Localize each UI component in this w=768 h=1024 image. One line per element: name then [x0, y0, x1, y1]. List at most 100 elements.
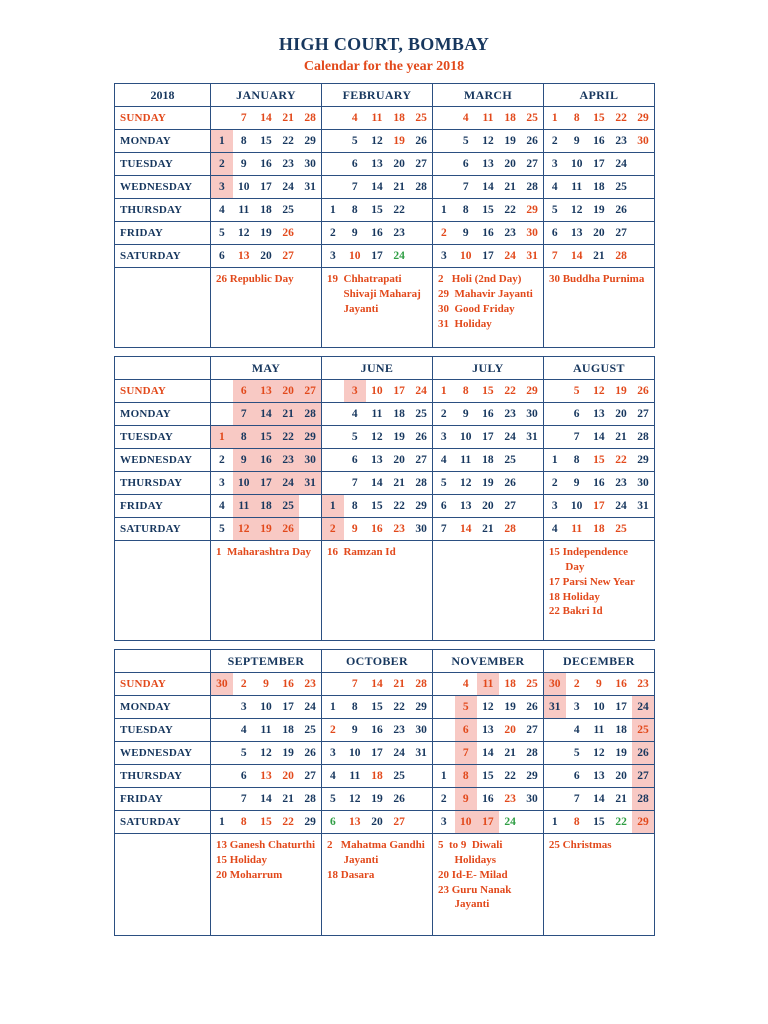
empty-date-cell — [410, 764, 433, 788]
date-july-19: 19 — [476, 471, 499, 495]
empty-date-cell — [410, 810, 433, 834]
empty-date-cell — [431, 695, 455, 719]
date-april-6: 6 — [542, 221, 566, 245]
date-december-18: 18 — [609, 718, 633, 742]
date-november-1: 1 — [431, 764, 455, 788]
date-february-22: 22 — [388, 198, 411, 222]
date-december-12: 12 — [587, 741, 610, 765]
weekday-label-saturday: SATURDAY — [114, 517, 211, 541]
date-september-1: 1 — [209, 810, 233, 834]
date-january-3: 3 — [209, 175, 233, 199]
date-june-14: 14 — [365, 471, 389, 495]
date-july-30: 30 — [521, 402, 544, 426]
weekday-label-saturday: SATURDAY — [114, 810, 211, 834]
date-may-22: 22 — [277, 425, 300, 449]
weekday-label-wednesday: WEDNESDAY — [114, 175, 211, 199]
date-september-6: 6 — [232, 764, 255, 788]
weekday-row-tuesday: TUESDAY 4 11 18 25 2 9 16 23 30 6 13 20 27 4 11 18 25 — [114, 718, 655, 742]
date-june-13: 13 — [365, 448, 389, 472]
calendar-table: 2018 JANUARY FEBRUARY MARCH APRIL SUNDAY 7 14 21… — [114, 83, 655, 936]
holiday-notes-november: 5 to 9 Diwali Holidays 20 Id-E- Milad 23… — [431, 833, 544, 936]
date-september-22: 22 — [277, 810, 300, 834]
date-february-5: 5 — [343, 129, 366, 153]
date-october-7: 7 — [343, 672, 366, 696]
date-november-29: 29 — [521, 764, 544, 788]
date-december-31: 31 — [542, 695, 566, 719]
holiday-notes-february: 19 Chhatrapati Shivaji Maharaj Jayanti — [321, 267, 433, 348]
date-june-12: 12 — [365, 425, 389, 449]
date-march-17: 17 — [476, 244, 500, 268]
holiday-notes-row: 1 Maharashtra Day 16 Ramzan Id 15 Independ… — [114, 540, 655, 641]
date-june-26: 26 — [410, 425, 433, 449]
date-november-18: 18 — [499, 672, 522, 696]
corner-cell — [114, 356, 211, 380]
date-january-5: 5 — [209, 221, 233, 245]
date-february-15: 15 — [365, 198, 389, 222]
date-november-16: 16 — [476, 787, 500, 811]
weekday-row-wednesday: WEDNESDAY 2 9 16 23 30 6 13 20 27 4 11 18 25 1 8 15 22 29 — [114, 448, 655, 472]
date-november-21: 21 — [499, 741, 522, 765]
date-march-14: 14 — [476, 175, 500, 199]
date-january-24: 24 — [277, 175, 300, 199]
month-header-row: MAY JUNE JULY AUGUST — [114, 356, 655, 380]
date-april-5: 5 — [542, 198, 566, 222]
weekday-row-saturday: SATURDAY 6 13 20 27 3 10 17 24 3 10 17 24 31 7 14 21 28 — [114, 244, 655, 268]
date-october-23: 23 — [388, 718, 411, 742]
year-label: 2018 — [114, 83, 211, 107]
date-december-20: 20 — [609, 764, 633, 788]
weekday-label-monday: MONDAY — [114, 402, 211, 426]
date-june-16: 16 — [365, 517, 389, 541]
date-february-26: 26 — [410, 129, 433, 153]
date-march-20: 20 — [499, 152, 522, 176]
date-april-25: 25 — [610, 175, 633, 199]
date-july-24: 24 — [498, 425, 522, 449]
date-december-15: 15 — [587, 810, 610, 834]
empty-date-cell — [209, 695, 233, 719]
date-august-21: 21 — [609, 425, 633, 449]
date-may-13: 13 — [254, 379, 278, 403]
date-august-16: 16 — [587, 471, 610, 495]
weekday-label-wednesday: WEDNESDAY — [114, 448, 211, 472]
date-october-3: 3 — [320, 741, 344, 765]
date-july-8: 8 — [454, 379, 477, 403]
weekday-label-monday: MONDAY — [114, 695, 211, 719]
holiday-notes-march: 2 Holi (2nd Day) 29 Mahavir Jayanti 30 G… — [431, 267, 544, 348]
date-september-16: 16 — [277, 672, 300, 696]
date-march-4: 4 — [454, 106, 477, 130]
date-february-8: 8 — [343, 198, 366, 222]
date-november-12: 12 — [476, 695, 500, 719]
empty-date-cell — [521, 517, 544, 541]
date-march-16: 16 — [476, 221, 500, 245]
date-april-27: 27 — [610, 221, 633, 245]
date-june-11: 11 — [365, 402, 389, 426]
date-september-12: 12 — [254, 741, 278, 765]
weekday-label-sunday: SUNDAY — [114, 379, 211, 403]
date-march-7: 7 — [454, 175, 477, 199]
date-october-16: 16 — [365, 718, 389, 742]
date-july-23: 23 — [498, 402, 522, 426]
date-march-27: 27 — [521, 152, 544, 176]
date-may-30: 30 — [299, 448, 322, 472]
date-january-28: 28 — [299, 106, 322, 130]
date-september-10: 10 — [254, 695, 278, 719]
empty-date-cell — [320, 425, 344, 449]
date-january-30: 30 — [299, 152, 322, 176]
date-june-1: 1 — [320, 494, 344, 518]
date-march-23: 23 — [499, 221, 522, 245]
date-april-30: 30 — [632, 129, 655, 153]
empty-date-cell — [320, 106, 344, 130]
empty-date-cell — [320, 448, 344, 472]
date-december-11: 11 — [587, 718, 610, 742]
date-january-2: 2 — [209, 152, 233, 176]
date-september-28: 28 — [299, 787, 322, 811]
empty-date-cell — [299, 494, 322, 518]
date-october-22: 22 — [388, 695, 411, 719]
date-september-29: 29 — [299, 810, 322, 834]
notes-label-spacer — [114, 267, 211, 348]
weekday-row-friday: FRIDAY 5 12 19 26 2 9 16 23 2 9 16 23 30 6 13 20 27 — [114, 221, 655, 245]
date-june-2: 2 — [320, 517, 344, 541]
weekday-label-monday: MONDAY — [114, 129, 211, 153]
month-header-january: JANUARY — [210, 83, 322, 107]
month-header-row: SEPTEMBER OCTOBER NOVEMBER DECEMBER — [114, 649, 655, 673]
date-june-24: 24 — [410, 379, 433, 403]
